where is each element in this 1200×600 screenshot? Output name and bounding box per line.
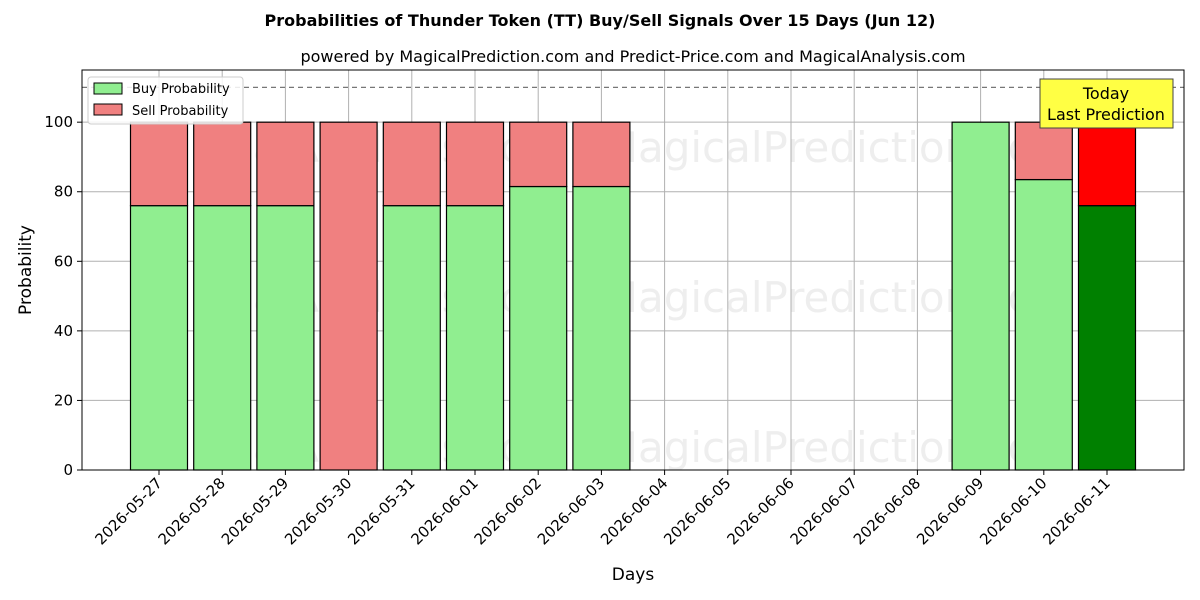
x-tick-label: 2026-05-29 (218, 474, 292, 548)
bars (129, 121, 1137, 471)
bar-buy (1014, 178, 1073, 471)
legend-swatch-buy (93, 82, 123, 95)
bar-sell (193, 121, 252, 207)
y-tick-label: 100 (44, 113, 73, 131)
y-tick-label: 80 (54, 183, 73, 201)
bar-sell (509, 121, 568, 188)
legend-box (87, 76, 244, 125)
bar-buy (509, 185, 568, 471)
legend: Buy Probability Sell Probability (87, 76, 244, 125)
x-axis-ticks: 2026-05-272026-05-282026-05-292026-05-30… (91, 470, 1114, 548)
bar-sell (382, 121, 441, 207)
chart-title: Probabilities of Thunder Token (TT) Buy/… (265, 11, 936, 30)
x-tick-label: 2026-06-01 (407, 474, 481, 548)
bar-buy (256, 205, 315, 471)
bar-sell (1014, 121, 1073, 181)
x-tick-label: 2026-06-09 (913, 474, 987, 548)
bar-buy (1077, 205, 1137, 471)
x-tick-label: 2026-06-06 (723, 474, 797, 548)
bar-buy (129, 205, 189, 471)
chart-subtitle: powered by MagicalPrediction.com and Pre… (300, 47, 965, 66)
legend-label-buy: Buy Probability (132, 82, 230, 97)
x-tick-label: 2026-06-05 (660, 474, 734, 548)
y-tick-label: 0 (63, 461, 73, 479)
x-tick-label: 2026-06-02 (471, 474, 545, 548)
today-annotation: Today Last Prediction (1039, 78, 1174, 129)
y-tick-label: 40 (54, 322, 73, 340)
y-tick-label: 20 (54, 391, 73, 409)
bar-buy (445, 205, 505, 471)
x-axis-label: Days (612, 565, 655, 585)
bar-buy (193, 205, 252, 471)
x-tick-label: 2026-05-31 (344, 474, 418, 548)
x-tick-label: 2026-06-08 (850, 474, 924, 548)
x-tick-label: 2026-05-28 (155, 474, 229, 548)
bar-sell (129, 121, 189, 207)
bar-sell (1077, 121, 1137, 207)
today-box (1039, 78, 1174, 129)
x-tick-label: 2026-06-10 (976, 474, 1050, 548)
x-tick-label: 2026-05-27 (91, 474, 165, 548)
x-tick-label: 2026-06-04 (597, 474, 671, 548)
x-tick-label: 2026-06-11 (1039, 474, 1113, 548)
y-axis-label: Probability (16, 225, 36, 315)
bar-buy (951, 121, 1010, 471)
today-label: Today (1082, 84, 1129, 103)
bar-buy (382, 205, 441, 471)
y-axis-ticks: 0 20 40 60 80 100 (44, 113, 82, 479)
last-prediction-label: Last Prediction (1047, 105, 1165, 124)
bar-sell (445, 121, 505, 207)
x-tick-label: 2026-05-30 (281, 474, 355, 548)
bar-sell (256, 121, 315, 207)
x-tick-label: 2026-06-03 (534, 474, 608, 548)
x-tick-label: 2026-06-07 (787, 474, 861, 548)
bar-sell (572, 121, 631, 188)
y-tick-label: 60 (54, 252, 73, 270)
bar-buy (572, 185, 631, 471)
legend-swatch-sell (93, 103, 123, 116)
plot-frame (81, 69, 1185, 471)
legend-label-sell: Sell Probability (132, 104, 229, 119)
bar-sell (319, 121, 378, 471)
